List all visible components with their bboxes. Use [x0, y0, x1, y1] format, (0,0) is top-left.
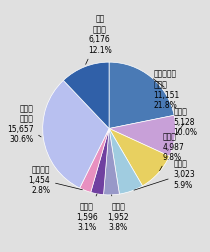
Wedge shape — [63, 63, 109, 129]
Text: こんろ
5,128
10.0%: こんろ 5,128 10.0% — [174, 107, 198, 137]
Text: たばこ
4,987
9.8%: たばこ 4,987 9.8% — [160, 132, 184, 171]
Wedge shape — [91, 129, 109, 195]
Wedge shape — [109, 129, 169, 186]
Wedge shape — [43, 81, 109, 188]
Text: たき火
3,023
5.9%: たき火 3,023 5.9% — [134, 159, 195, 191]
Wedge shape — [109, 63, 174, 129]
Text: 火遊び
1,952
3.8%: 火遊び 1,952 3.8% — [108, 195, 129, 231]
Text: その他
の原因
15,657
30.6%: その他 の原因 15,657 30.6% — [7, 104, 41, 143]
Text: 火入れ
1,596
3.1%: 火入れ 1,596 3.1% — [76, 194, 98, 231]
Wedge shape — [80, 129, 109, 193]
Wedge shape — [104, 129, 119, 195]
Wedge shape — [109, 116, 175, 156]
Text: 不明
調査中
6,176
12.1%: 不明 調査中 6,176 12.1% — [86, 15, 112, 65]
Text: ストーブ
1,454
2.8%: ストーブ 1,454 2.8% — [28, 165, 83, 194]
Text: 放火・防火
の疑い
11,151
21.8%: 放火・防火 の疑い 11,151 21.8% — [153, 70, 180, 110]
Wedge shape — [109, 129, 143, 194]
